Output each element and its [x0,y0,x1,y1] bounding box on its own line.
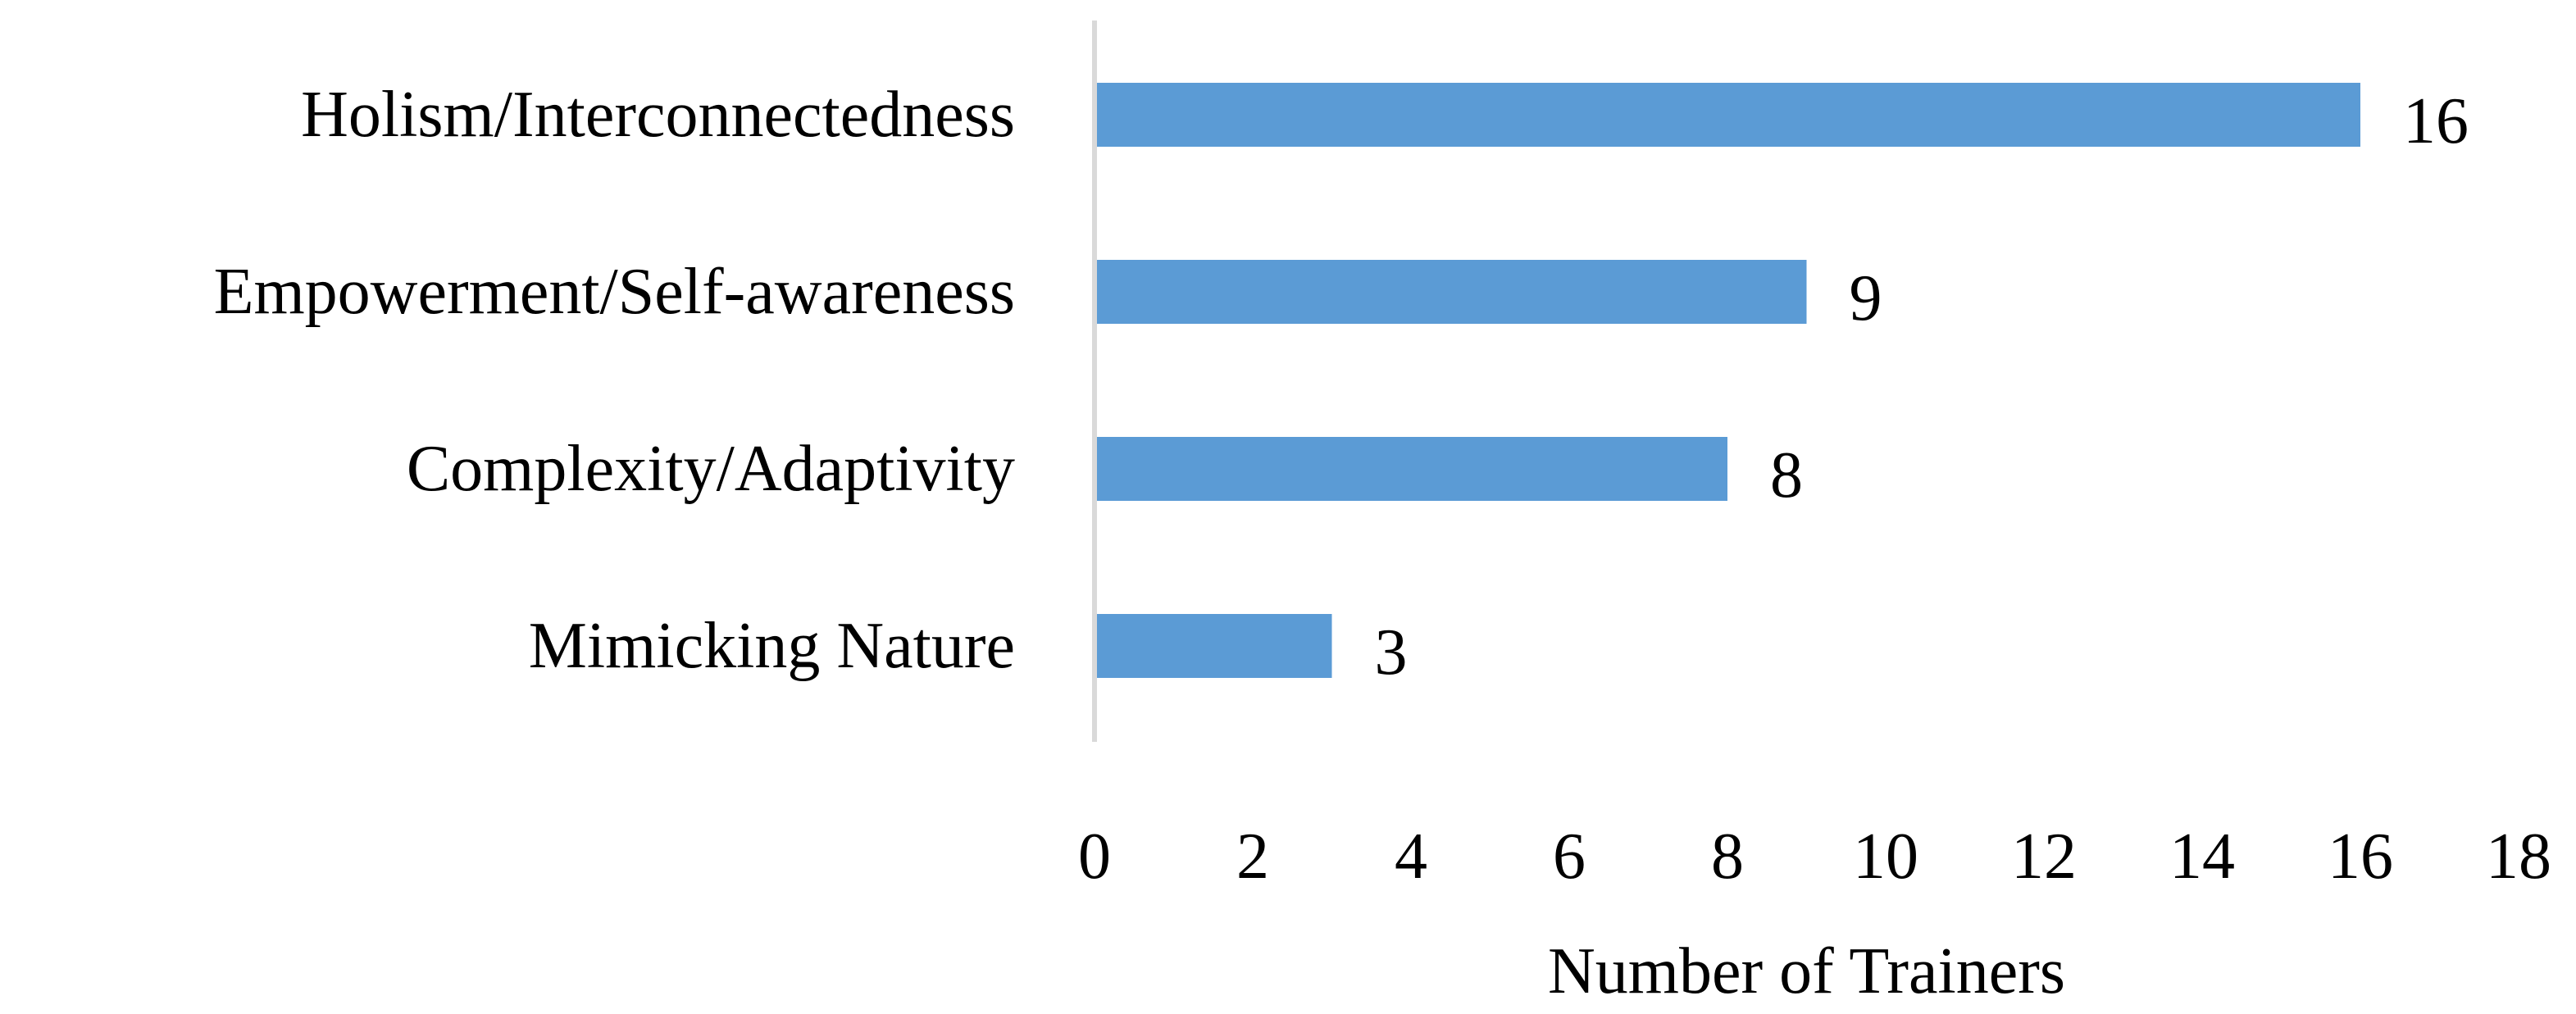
category-labels: Holism/Interconnectedness Empowerment/Sel… [214,79,1015,682]
data-labels: 16 9 8 3 [1375,85,2469,689]
x-tick-label: 12 [2011,821,2077,893]
category-label: Mimicking Nature [529,610,1015,682]
bar-mimicking-nature [1097,614,1332,678]
category-label: Empowerment/Self-awareness [214,256,1015,328]
bar-holism-interconnectedness [1097,83,2360,147]
data-label: 9 [1850,262,1882,334]
x-tick-labels: 0 2 4 6 8 10 12 14 16 18 [1078,821,2551,893]
bars-group [1097,83,2360,678]
bar-empowerment-self-awareness [1097,260,1807,324]
data-label: 8 [1770,439,1803,512]
x-tick-label: 8 [1711,821,1744,893]
x-tick-label: 16 [2328,821,2393,893]
x-tick-label: 10 [1853,821,1918,893]
x-tick-label: 2 [1236,821,1269,893]
category-label: Complexity/Adaptivity [407,433,1015,505]
category-label: Holism/Interconnectedness [301,79,1015,151]
x-tick-label: 6 [1553,821,1586,893]
x-tick-label: 0 [1078,821,1111,893]
data-label: 16 [2403,85,2469,157]
x-tick-label: 14 [2169,821,2235,893]
x-axis-title: Number of Trainers [1548,935,2065,1007]
data-label: 3 [1375,616,1408,689]
x-tick-label: 18 [2486,821,2551,893]
bar-complexity-adaptivity [1097,437,1727,501]
x-tick-label: 4 [1395,821,1427,893]
